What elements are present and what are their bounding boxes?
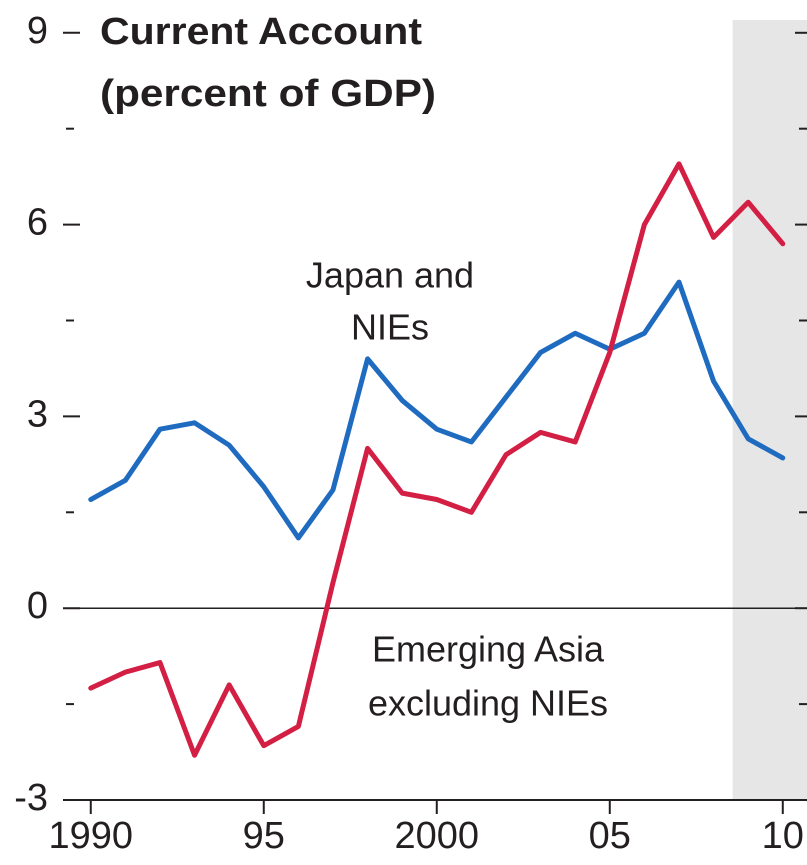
y-tick-label: 6: [27, 202, 48, 244]
series-label: NIEs: [351, 307, 429, 348]
series-label: excluding NIEs: [368, 683, 608, 724]
x-tick-label: 95: [243, 815, 285, 857]
series-label: Japan and: [306, 255, 474, 296]
x-tick-label: 2000: [394, 815, 479, 857]
y-tick-label: 0: [27, 585, 48, 627]
y-tick-label: -3: [14, 777, 48, 819]
chart-subtitle: (percent of GDP): [100, 73, 436, 115]
series-line: [88, 279, 786, 541]
shaded-region: [732, 20, 807, 800]
x-tick-label: 10: [762, 815, 804, 857]
y-tick-label: 9: [27, 10, 48, 52]
series-label: Emerging Asia: [372, 629, 605, 670]
chart-title: Current Account: [100, 11, 422, 53]
y-tick-label: 3: [27, 393, 48, 435]
x-tick-label: 05: [589, 815, 631, 857]
x-tick-label: 1990: [48, 815, 133, 857]
series-line: [88, 161, 786, 758]
